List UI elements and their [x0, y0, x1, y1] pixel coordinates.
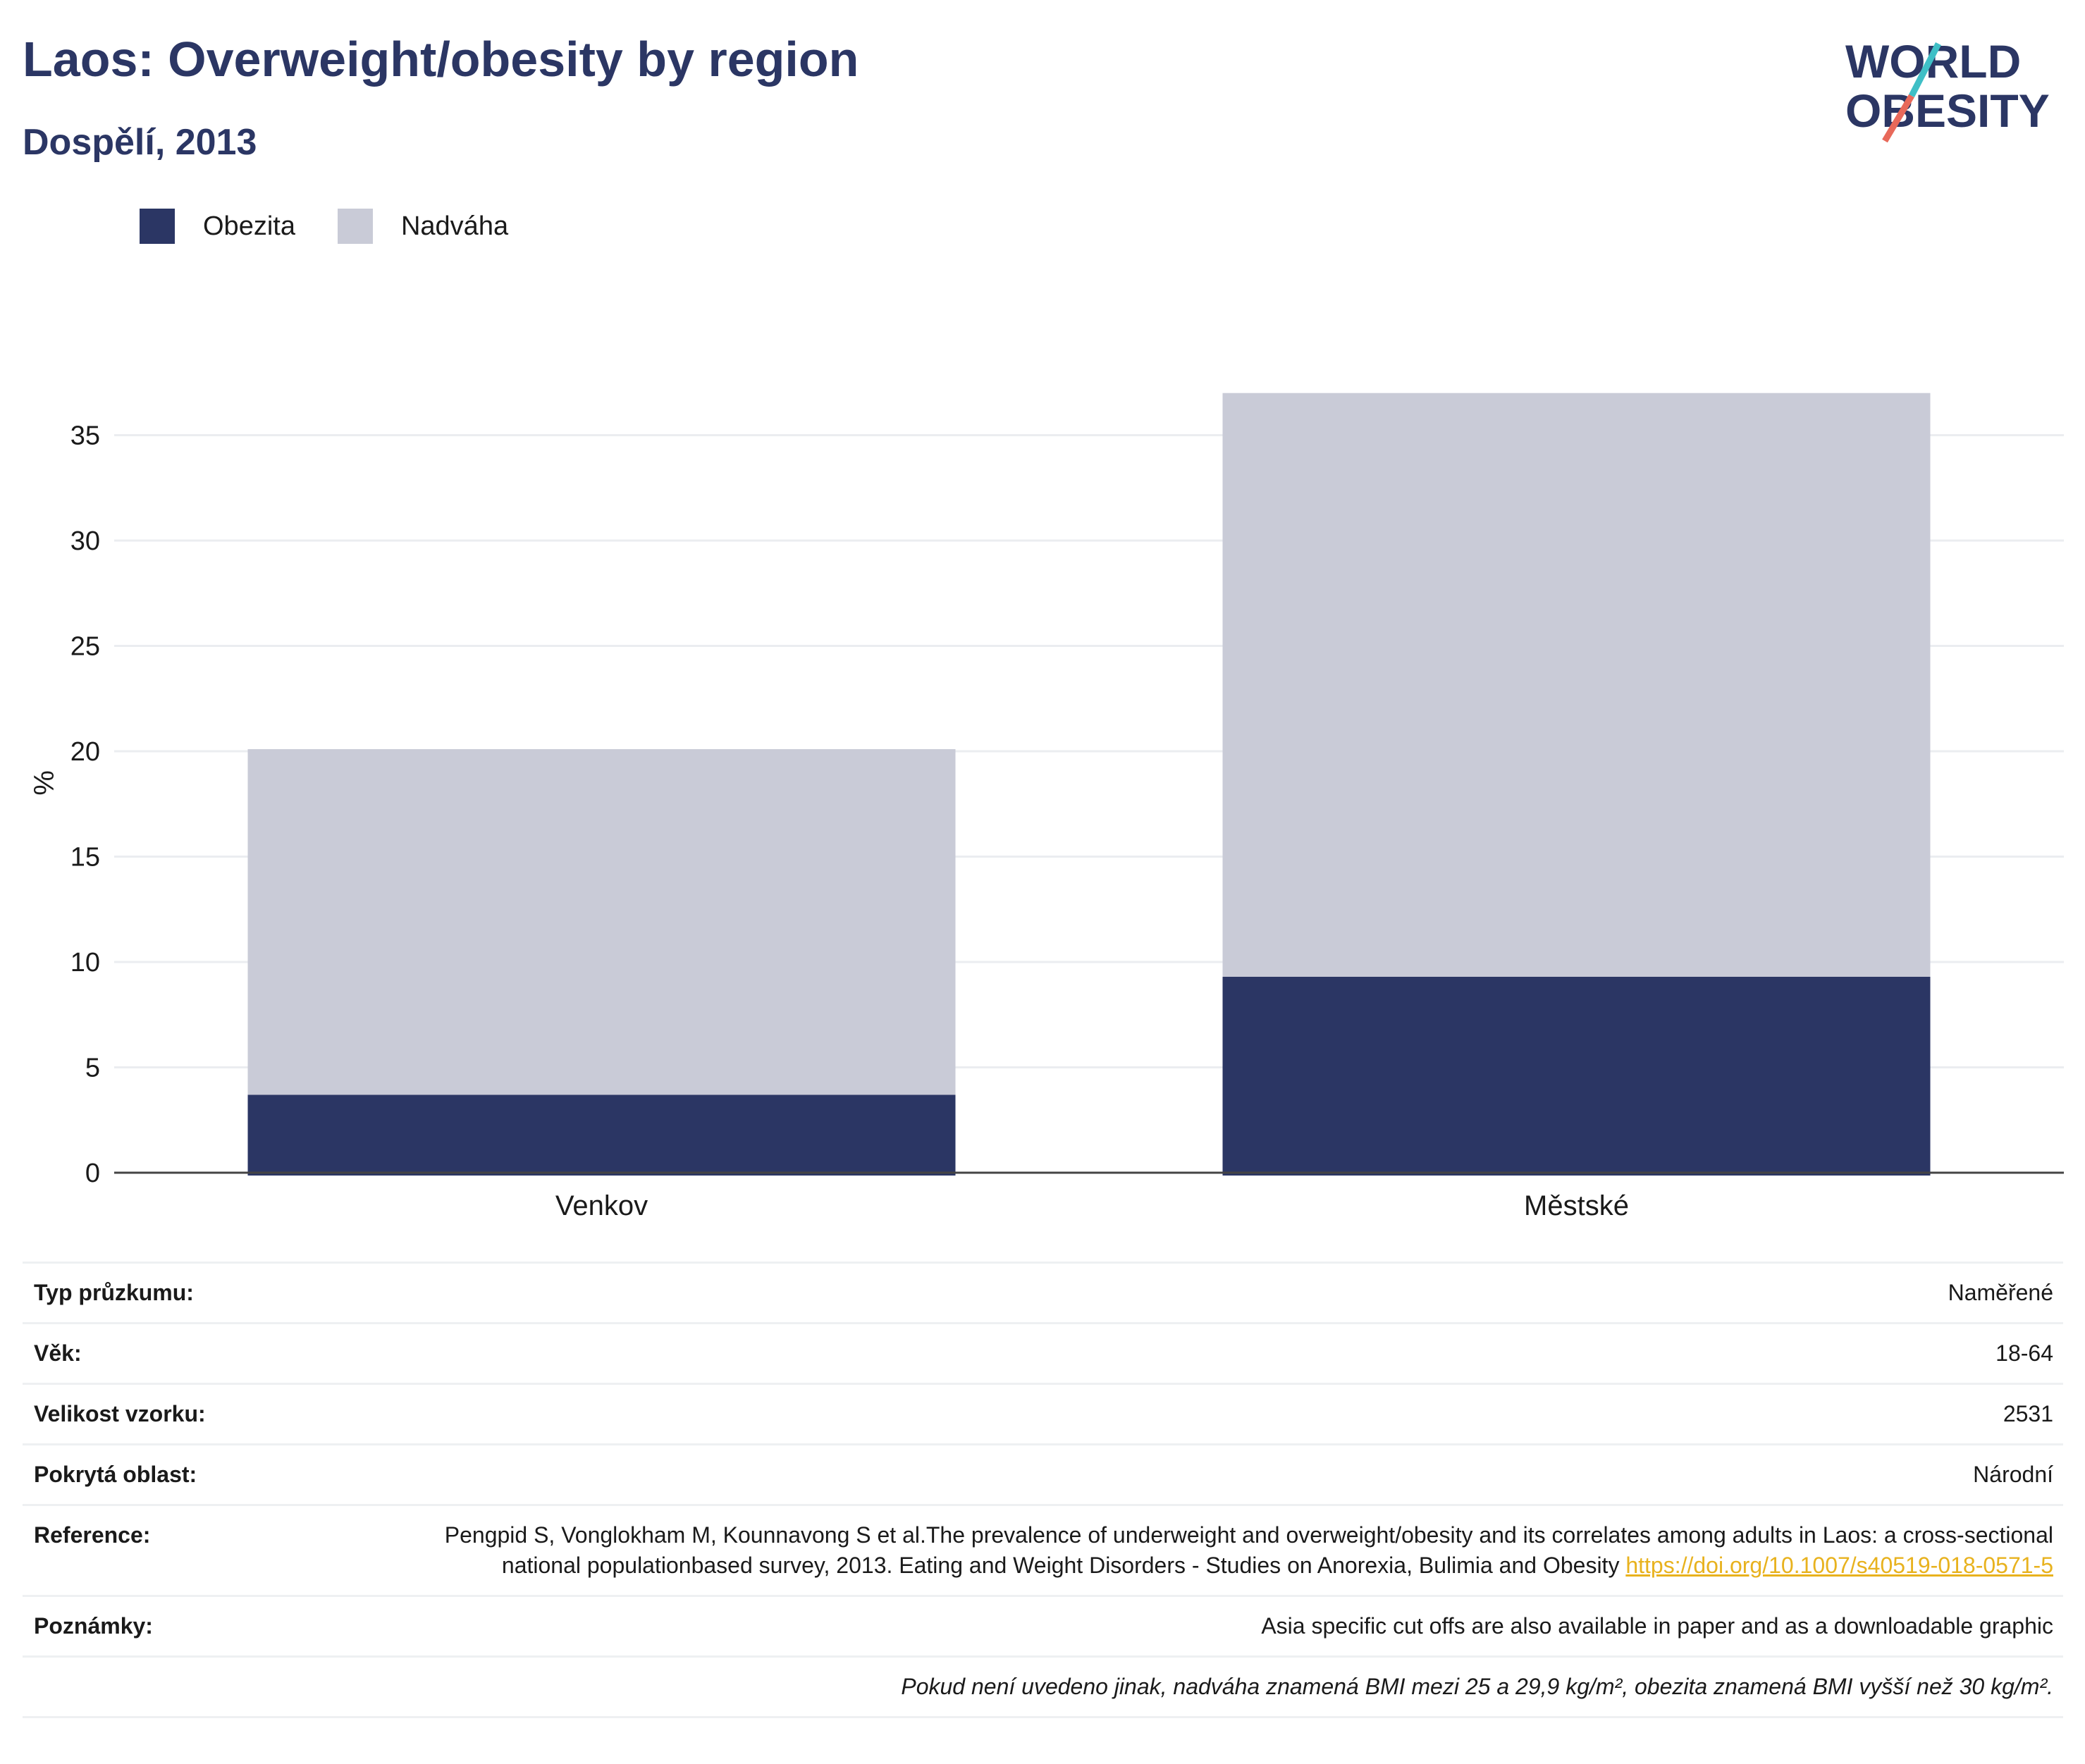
- y-tick-label: 25: [70, 632, 100, 662]
- info-key: Věk:: [34, 1340, 82, 1366]
- logo-line2: OBESITY: [1845, 85, 2050, 137]
- legend-label-nadvaha: Nadváha: [400, 211, 509, 241]
- footnote-row: Pokud není uvedeno jinak, nadváha znamen…: [23, 1658, 2063, 1718]
- y-tick-label: 0: [85, 1159, 100, 1188]
- y-tick-label: 20: [70, 737, 100, 767]
- info-value: Národní: [1973, 1462, 2053, 1487]
- x-tick-label: Venkov: [555, 1190, 648, 1219]
- info-row: Věk: 18-64: [23, 1324, 2063, 1385]
- info-key: Pokrytá oblast:: [34, 1462, 197, 1487]
- info-row: Velikost vzorku: 2531: [23, 1385, 2063, 1445]
- notes-value: Asia specific cut offs are also availabl…: [1261, 1613, 2053, 1639]
- logo-slash-teal: [1908, 42, 1942, 98]
- notes-key: Poznámky:: [34, 1613, 153, 1639]
- logo-line1: WORLD: [1845, 35, 2021, 87]
- bar-nadvaha[interactable]: [247, 749, 956, 1095]
- legend-swatch-obezita: [140, 209, 175, 244]
- reference-row: Reference: Pengpid S, Vonglokham M, Koun…: [23, 1506, 2063, 1597]
- bar-obezita[interactable]: [1222, 976, 1931, 1176]
- y-tick-label: 5: [85, 1054, 100, 1083]
- legend-item-nadvaha[interactable]: Nadváha: [337, 209, 509, 244]
- chart-legend: Obezita Nadváha: [140, 209, 551, 244]
- info-row: Typ průzkumu: Naměřené: [23, 1264, 2063, 1324]
- reference-text: Pengpid S, Vonglokham M, Kounnavong S et…: [444, 1522, 2053, 1578]
- y-axis-label: %: [29, 770, 60, 796]
- legend-swatch-nadvaha: [337, 209, 373, 244]
- info-value: 18-64: [1995, 1340, 2053, 1366]
- chart-subtitle: Dospělí, 2013: [23, 122, 257, 163]
- x-tick-label: Městské: [1524, 1190, 1629, 1219]
- info-value: Naměřené: [1948, 1280, 2053, 1305]
- reference-doi-link[interactable]: https://doi.org/10.1007/s40519-018-0571-…: [1625, 1553, 2053, 1578]
- reference-key: Reference:: [34, 1522, 151, 1548]
- bar-chart: 0 5 10 15 20 25 30 35% Venkov Městské: [29, 393, 2064, 1219]
- metadata-table: Typ průzkumu: Naměřené Věk: 18-64 Veliko…: [23, 1262, 2063, 1718]
- info-row: Pokrytá oblast: Národní: [23, 1445, 2063, 1506]
- y-tick-label: 15: [70, 843, 100, 872]
- logo-slash-red: [1882, 94, 1914, 143]
- world-obesity-logo: WORLD OBESITY: [1845, 35, 2050, 143]
- y-tick-label: 30: [70, 526, 100, 556]
- bar-obezita[interactable]: [247, 1094, 956, 1176]
- y-tick-label: 35: [70, 421, 100, 451]
- info-key: Typ průzkumu:: [34, 1280, 194, 1305]
- reference-value: Pengpid S, Vonglokham M, Kounnavong S et…: [383, 1520, 2053, 1581]
- notes-row: Poznámky: Asia specific cut offs are als…: [23, 1597, 2063, 1658]
- info-value: 2531: [2003, 1401, 2053, 1426]
- legend-label-obezita: Obezita: [203, 211, 295, 241]
- chart-title: Laos: Overweight/obesity by region: [23, 32, 859, 87]
- info-key: Velikost vzorku:: [34, 1401, 206, 1426]
- bar-nadvaha[interactable]: [1222, 393, 1931, 977]
- legend-item-obezita[interactable]: Obezita: [140, 209, 295, 244]
- y-tick-label: 10: [70, 948, 100, 977]
- footnote: Pokud není uvedeno jinak, nadváha znamen…: [901, 1674, 2053, 1699]
